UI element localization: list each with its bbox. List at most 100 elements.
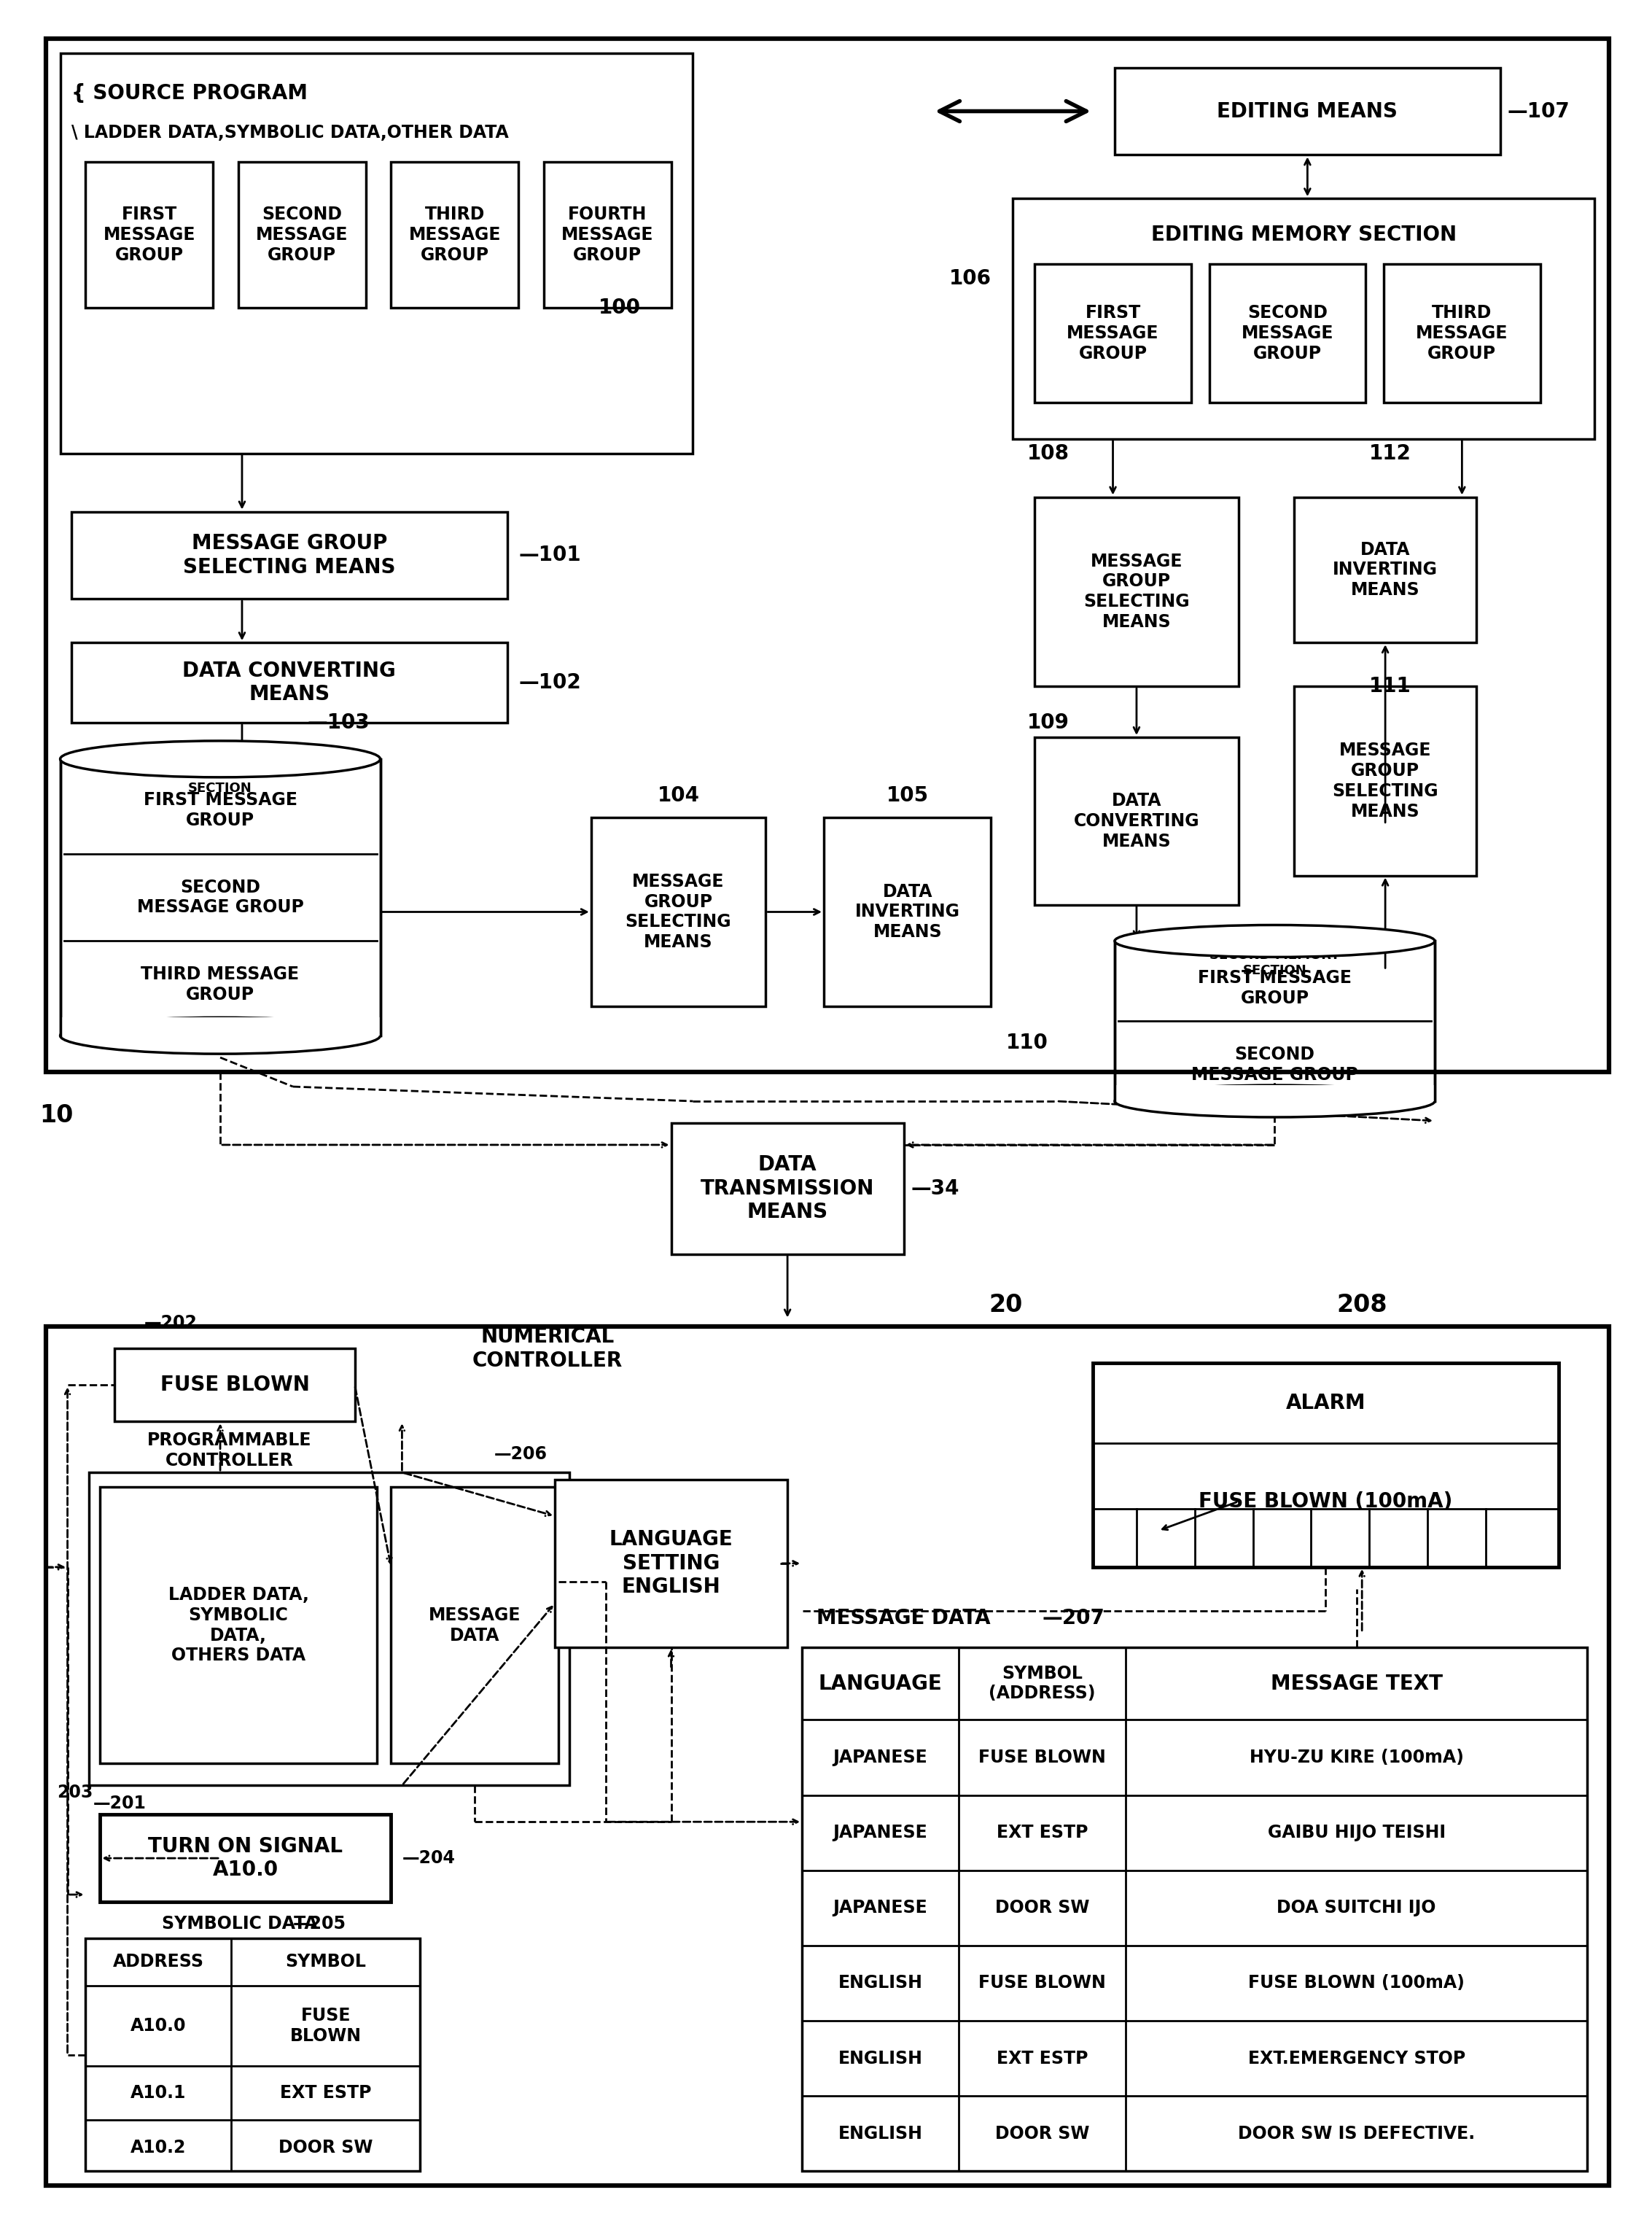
- Text: ADDRESS: ADDRESS: [112, 1953, 203, 1971]
- Text: SECOND
MESSAGE
GROUP: SECOND MESSAGE GROUP: [1241, 304, 1333, 362]
- Bar: [1115, 1084, 1434, 1102]
- Text: FUSE BLOWN: FUSE BLOWN: [160, 1375, 309, 1395]
- Ellipse shape: [59, 1018, 380, 1053]
- Text: —102: —102: [519, 673, 582, 693]
- Bar: [801, 1647, 1588, 2171]
- Bar: [392, 162, 519, 309]
- Text: JAPANESE: JAPANESE: [833, 1824, 927, 1842]
- Bar: [238, 162, 365, 309]
- Text: DATA
CONVERTING
MEANS: DATA CONVERTING MEANS: [1074, 791, 1199, 851]
- Text: FUSE BLOWN (100mA): FUSE BLOWN (100mA): [1199, 1491, 1452, 1511]
- Text: GAIBU HIJO TEISHI: GAIBU HIJO TEISHI: [1267, 1824, 1446, 1842]
- Text: SECOND MEMORY
SECTION: SECOND MEMORY SECTION: [1209, 949, 1340, 978]
- Text: PROGRAMMABLE
CONTROLLER: PROGRAMMABLE CONTROLLER: [147, 1431, 312, 1469]
- Bar: [1295, 498, 1477, 642]
- Text: DATA
INVERTING
MEANS: DATA INVERTING MEANS: [856, 882, 960, 940]
- Text: HYU-ZU KIRE (100mA): HYU-ZU KIRE (100mA): [1249, 1749, 1464, 1766]
- Text: A10.0: A10.0: [131, 2018, 187, 2035]
- Text: TURN ON SIGNAL
A10.0: TURN ON SIGNAL A10.0: [149, 1835, 344, 1880]
- Text: { SOURCE PROGRAM: { SOURCE PROGRAM: [71, 82, 307, 102]
- Text: 105: 105: [885, 784, 928, 807]
- Bar: [46, 1327, 1609, 2186]
- Text: —205: —205: [292, 1915, 347, 1933]
- Text: LANGUAGE
SETTING
ENGLISH: LANGUAGE SETTING ENGLISH: [610, 1529, 733, 1598]
- Text: A10.1: A10.1: [131, 2084, 187, 2102]
- Text: SECOND
MESSAGE GROUP: SECOND MESSAGE GROUP: [137, 878, 304, 915]
- Text: FUSE BLOWN: FUSE BLOWN: [978, 1749, 1105, 1766]
- Text: LANGUAGE: LANGUAGE: [818, 1673, 942, 1693]
- Text: FOURTH
MESSAGE
GROUP: FOURTH MESSAGE GROUP: [562, 207, 654, 264]
- Bar: [59, 53, 692, 453]
- Text: 110: 110: [1006, 1033, 1047, 1053]
- Text: 20: 20: [990, 1293, 1023, 1318]
- Text: DATA
TRANSMISSION
MEANS: DATA TRANSMISSION MEANS: [700, 1155, 874, 1222]
- Bar: [544, 162, 671, 309]
- Text: ALARM: ALARM: [1285, 1393, 1366, 1413]
- Bar: [101, 1815, 392, 1902]
- Text: MESSAGE
GROUP
SELECTING
MEANS: MESSAGE GROUP SELECTING MEANS: [626, 873, 732, 951]
- Text: DATA CONVERTING
MEANS: DATA CONVERTING MEANS: [183, 660, 396, 704]
- Text: —202: —202: [144, 1315, 197, 1331]
- Text: MESSAGE
GROUP
SELECTING
MEANS: MESSAGE GROUP SELECTING MEANS: [1332, 742, 1439, 820]
- Text: —103: —103: [307, 713, 370, 733]
- Text: SYMBOL: SYMBOL: [286, 1953, 367, 1971]
- Text: 203: 203: [56, 1784, 93, 1802]
- Text: EDITING MEANS: EDITING MEANS: [1218, 100, 1398, 122]
- Text: MESSAGE
DATA: MESSAGE DATA: [428, 1607, 520, 1644]
- Bar: [71, 642, 507, 722]
- Text: 106: 106: [948, 269, 991, 289]
- Bar: [1034, 264, 1191, 402]
- Bar: [1295, 687, 1477, 875]
- Text: SECOND
MESSAGE
GROUP: SECOND MESSAGE GROUP: [256, 207, 349, 264]
- Text: —204: —204: [401, 1849, 456, 1866]
- Bar: [101, 1487, 377, 1764]
- Bar: [824, 818, 991, 1007]
- Text: JAPANESE: JAPANESE: [833, 1900, 927, 1918]
- Text: —201: —201: [93, 1795, 145, 1813]
- Text: FIRST MESSAGE
GROUP: FIRST MESSAGE GROUP: [144, 791, 297, 829]
- Text: 112: 112: [1370, 442, 1411, 464]
- Bar: [392, 1487, 558, 1764]
- Text: EDITING MEMORY SECTION: EDITING MEMORY SECTION: [1151, 224, 1457, 244]
- Bar: [671, 1122, 904, 1253]
- Text: EXT ESTP: EXT ESTP: [279, 2084, 372, 2102]
- Text: —206: —206: [494, 1447, 547, 1462]
- Text: NUMERICAL
CONTROLLER: NUMERICAL CONTROLLER: [472, 1327, 623, 1371]
- Bar: [59, 1018, 380, 1035]
- Text: DOOR SW: DOOR SW: [279, 2140, 373, 2155]
- Bar: [555, 1480, 788, 1647]
- Bar: [46, 38, 1609, 1071]
- Bar: [114, 1349, 355, 1422]
- Text: SYMBOLIC DATA: SYMBOLIC DATA: [162, 1915, 317, 1933]
- Text: FUSE BLOWN: FUSE BLOWN: [978, 1975, 1105, 1991]
- Text: JAPANESE: JAPANESE: [833, 1749, 927, 1766]
- Ellipse shape: [1115, 1084, 1434, 1118]
- Bar: [86, 162, 213, 309]
- Text: THIRD MESSAGE
GROUP: THIRD MESSAGE GROUP: [140, 967, 299, 1004]
- Ellipse shape: [59, 740, 380, 778]
- Text: DATA
INVERTING
MEANS: DATA INVERTING MEANS: [1333, 540, 1437, 598]
- Text: DOOR SW IS DEFECTIVE.: DOOR SW IS DEFECTIVE.: [1237, 2124, 1475, 2142]
- Text: EXT ESTP: EXT ESTP: [996, 2049, 1087, 2066]
- Text: 108: 108: [1028, 442, 1070, 464]
- Text: 111: 111: [1370, 675, 1411, 695]
- Bar: [86, 1938, 420, 2171]
- Bar: [591, 818, 765, 1007]
- Bar: [89, 1473, 570, 1786]
- Text: MESSAGE GROUP
SELECTING MEANS: MESSAGE GROUP SELECTING MEANS: [183, 533, 395, 578]
- Text: FIRST MEMORY
SECTION: FIRST MEMORY SECTION: [164, 767, 276, 795]
- Text: SECOND
MESSAGE GROUP: SECOND MESSAGE GROUP: [1191, 1047, 1358, 1084]
- Bar: [1209, 264, 1366, 402]
- Bar: [1034, 738, 1239, 904]
- Text: THIRD
MESSAGE
GROUP: THIRD MESSAGE GROUP: [408, 207, 501, 264]
- Text: LADDER DATA,
SYMBOLIC
DATA,
OTHERS DATA: LADDER DATA, SYMBOLIC DATA, OTHERS DATA: [169, 1587, 309, 1664]
- Text: FIRST
MESSAGE
GROUP: FIRST MESSAGE GROUP: [1067, 304, 1160, 362]
- Text: —107: —107: [1507, 100, 1569, 122]
- Text: ENGLISH: ENGLISH: [838, 2124, 922, 2142]
- Text: MESSAGE TEXT: MESSAGE TEXT: [1270, 1673, 1442, 1693]
- Text: —207: —207: [1042, 1609, 1105, 1629]
- Text: FUSE
BLOWN: FUSE BLOWN: [291, 2006, 362, 2044]
- Bar: [1034, 498, 1239, 687]
- Text: —101: —101: [519, 544, 582, 564]
- Text: 109: 109: [1028, 713, 1069, 733]
